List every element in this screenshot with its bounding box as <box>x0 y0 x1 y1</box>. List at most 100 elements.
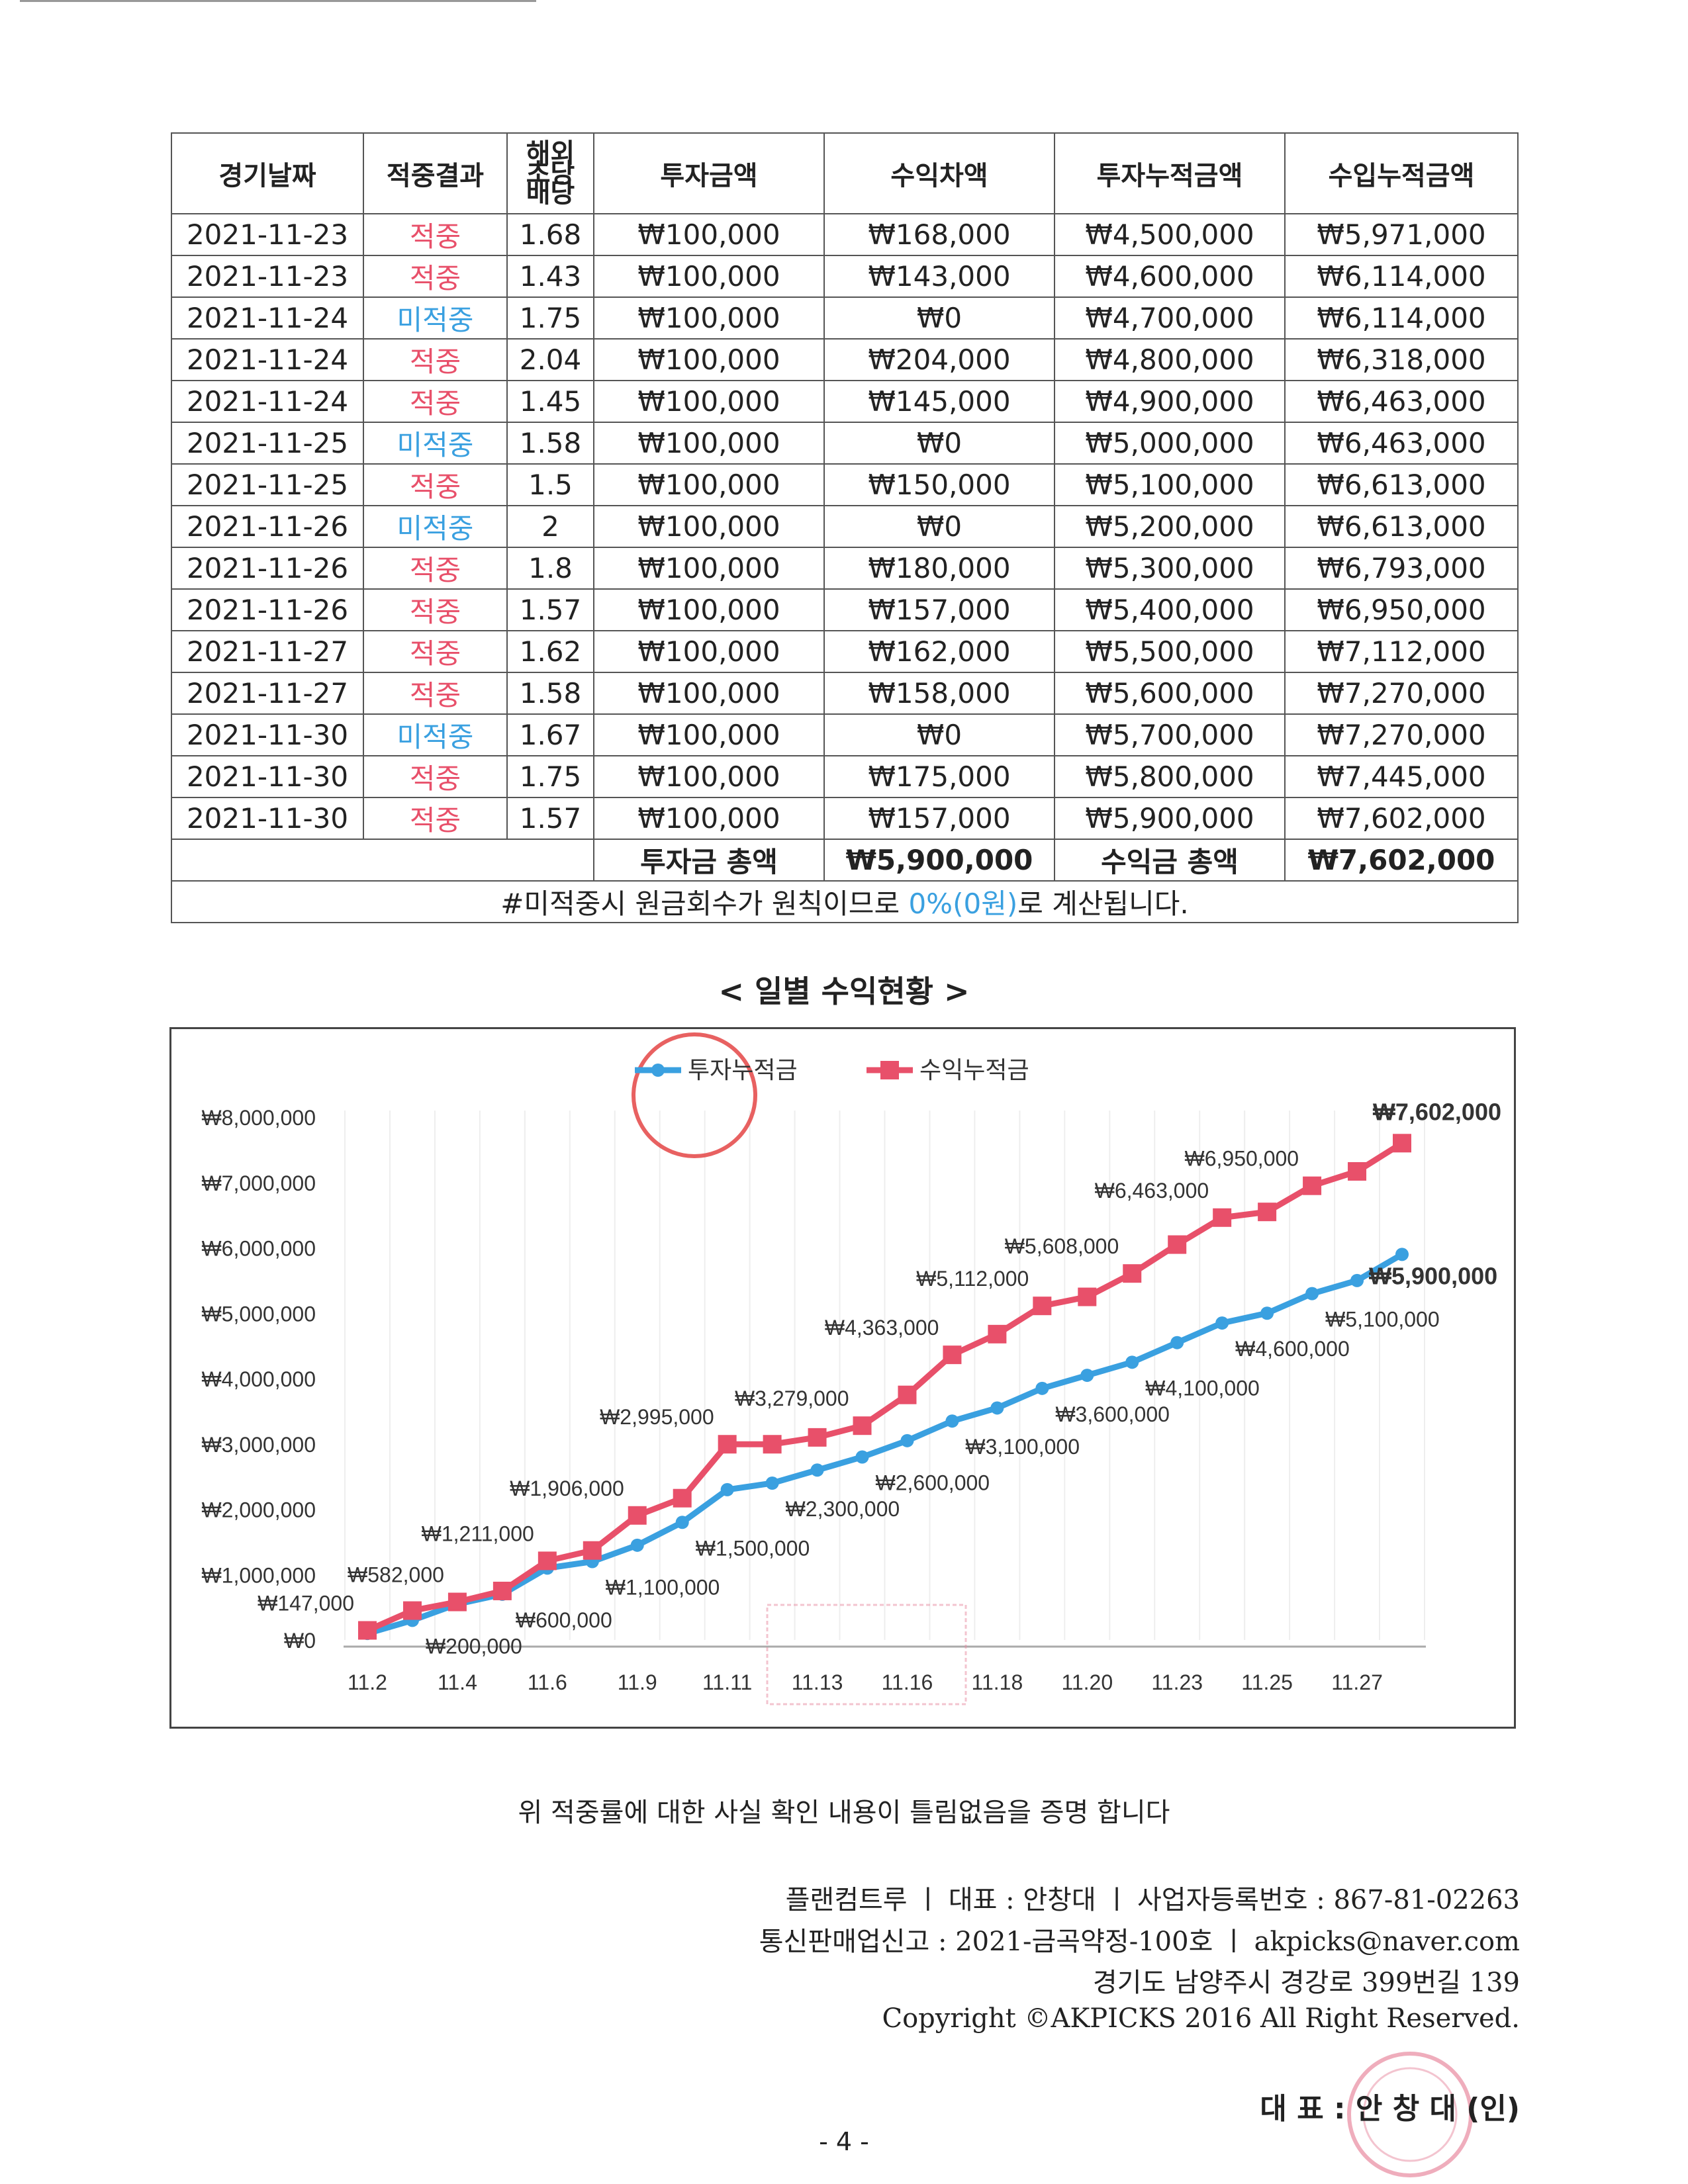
data-label: ₩3,279,000 <box>735 1387 849 1410</box>
table-row: 2021-11-30 미적중 1.67 ₩100,000 ₩0 ₩5,700,000 ₩7,… <box>171 713 1519 756</box>
data-point <box>492 1581 512 1600</box>
table-cell: 적중 <box>363 797 508 840</box>
data-point <box>1170 1336 1184 1349</box>
table-cell: ₩7,270,000 <box>1284 672 1519 715</box>
data-point <box>990 1401 1004 1415</box>
data-point <box>1393 1134 1411 1153</box>
data-point <box>763 1435 782 1454</box>
table-row: 2021-11-26 미적중 2 ₩100,000 ₩0 ₩5,200,000 ₩6,613… <box>171 505 1519 548</box>
chart-title: < 일별 수익현황 > <box>718 974 970 1009</box>
invest-total-value: ₩5,900,000 <box>823 839 1055 882</box>
data-point <box>1080 1369 1094 1383</box>
data-point <box>1350 1273 1364 1287</box>
column-header: 투자누적금액 <box>1054 132 1286 214</box>
table-cell: ₩100,000 <box>593 797 825 840</box>
table-cell: 2 <box>506 505 594 548</box>
x-tick-label: 11.27 <box>1331 1670 1383 1694</box>
data-point <box>1078 1287 1097 1306</box>
table-cell: 2021-11-24 <box>171 296 364 340</box>
data-point <box>808 1428 827 1447</box>
table-cell: ₩0 <box>823 422 1055 465</box>
table-cell: 적중 <box>363 463 508 506</box>
x-tick-label: 11.9 <box>618 1670 657 1694</box>
betting-results-table: 경기날짜 적중결과 해외 초당 배당 투자금액 수익차액 투자누적금액 수입누적금액 202… <box>171 132 1519 923</box>
table-cell: 미적중 <box>363 296 508 340</box>
table-cell: ₩175,000 <box>823 755 1055 798</box>
table-row: 2021-11-24 미적중 1.75 ₩100,000 ₩0 ₩4,700,000 ₩6,… <box>171 296 1519 340</box>
column-header: 해외 초당 배당 <box>506 132 594 214</box>
table-row: 2021-11-24 적중 1.45 ₩100,000 ₩145,000 ₩4,900,0… <box>171 380 1519 423</box>
table-cell: ₩5,500,000 <box>1054 630 1286 673</box>
table-cell: ₩150,000 <box>823 463 1055 506</box>
seal-stamp-icon <box>1347 2052 1473 2177</box>
table-cell: ₩100,000 <box>593 338 825 381</box>
data-point <box>675 1516 689 1529</box>
table-cell: ₩162,000 <box>823 630 1055 673</box>
table-cell: 2021-11-30 <box>171 755 364 798</box>
table-cell: 1.58 <box>506 422 594 465</box>
table-cell: 2021-11-25 <box>171 463 364 506</box>
table-cell: 2021-11-30 <box>171 797 364 840</box>
table-cell: ₩100,000 <box>593 296 825 340</box>
table-row: 2021-11-23 적중 1.43 ₩100,000 ₩143,000 ₩4,600,0… <box>171 255 1519 298</box>
table-cell: 미적중 <box>363 505 508 548</box>
data-point <box>1168 1235 1187 1254</box>
table-cell: ₩0 <box>823 296 1055 340</box>
table-cell: ₩157,000 <box>823 797 1055 840</box>
y-tick-label: ₩7,000,000 <box>201 1171 316 1195</box>
series-line-0 <box>366 1251 1404 1637</box>
data-point <box>1395 1248 1409 1261</box>
x-tick-label: 11.6 <box>528 1670 567 1694</box>
data-point <box>538 1551 557 1570</box>
table-cell: 2021-11-27 <box>171 672 364 715</box>
table-cell: ₩5,000,000 <box>1054 422 1286 465</box>
data-point <box>1033 1297 1052 1316</box>
table-cell: ₩4,600,000 <box>1054 255 1286 298</box>
data-label: ₩6,950,000 <box>1185 1147 1299 1171</box>
data-label: ₩4,100,000 <box>1145 1376 1260 1400</box>
seal-stamp-icon <box>632 1032 757 1158</box>
data-label: ₩6,463,000 <box>1095 1179 1209 1203</box>
table-row: 2021-11-25 미적중 1.58 ₩100,000 ₩0 ₩5,000,000 ₩6,… <box>171 422 1519 465</box>
data-label: ₩5,112,000 <box>916 1267 1029 1291</box>
table-cell: ₩5,400,000 <box>1054 588 1286 631</box>
table-row: 2021-11-27 적중 1.62 ₩100,000 ₩162,000 ₩5,500,0… <box>171 630 1519 673</box>
note-text: #미적중시 원금회수가 원칙이므로 <box>500 887 909 920</box>
table-cell: ₩6,950,000 <box>1284 588 1519 631</box>
table-cell: ₩6,318,000 <box>1284 338 1519 381</box>
table-cell: ₩4,800,000 <box>1054 338 1286 381</box>
data-point <box>1258 1203 1277 1222</box>
data-point <box>1125 1355 1139 1369</box>
data-label: ₩7,602,000 <box>1373 1098 1501 1125</box>
table-cell: 2021-11-23 <box>171 255 364 298</box>
table-cell: ₩100,000 <box>593 630 825 673</box>
data-point <box>765 1477 779 1490</box>
data-point <box>1260 1306 1274 1320</box>
table-row: 2021-11-23 적중 1.68 ₩100,000 ₩168,000 ₩4,500,0… <box>171 213 1519 256</box>
table-cell: ₩158,000 <box>823 672 1055 715</box>
data-point <box>943 1345 962 1365</box>
data-point <box>447 1592 467 1612</box>
table-cell: ₩157,000 <box>823 588 1055 631</box>
table-cell: ₩145,000 <box>823 380 1055 423</box>
data-point <box>583 1541 602 1560</box>
table-cell: 2021-11-24 <box>171 380 364 423</box>
table-cell: 1.75 <box>506 755 594 798</box>
table-cell: 1.45 <box>506 380 594 423</box>
legend-marker <box>651 1064 665 1077</box>
table-row: 2021-11-30 적중 1.57 ₩100,000 ₩157,000 ₩5,900,0… <box>171 797 1519 840</box>
data-point <box>853 1416 872 1435</box>
registration-info: 통신판매업신고 : 2021-금곡약정-100호 ㅣ akpicks@naver… <box>759 1927 1520 1957</box>
data-point <box>673 1488 692 1508</box>
column-header: 수입누적금액 <box>1284 132 1519 214</box>
table-cell: ₩4,500,000 <box>1054 213 1286 256</box>
table-cell: ₩6,463,000 <box>1284 380 1519 423</box>
column-header: 투자금액 <box>593 132 825 214</box>
table-cell: ₩100,000 <box>593 505 825 548</box>
table-cell: 미적중 <box>363 422 508 465</box>
data-point <box>1305 1287 1319 1300</box>
stamp-mark <box>766 1604 967 1706</box>
company-info: 플랜컴트루 ㅣ 대표 : 안창대 ㅣ 사업자등록번호 : 867-81-0226… <box>785 1885 1520 1915</box>
invest-total-label: 투자금 총액 <box>593 839 825 882</box>
table-cell: ₩100,000 <box>593 463 825 506</box>
